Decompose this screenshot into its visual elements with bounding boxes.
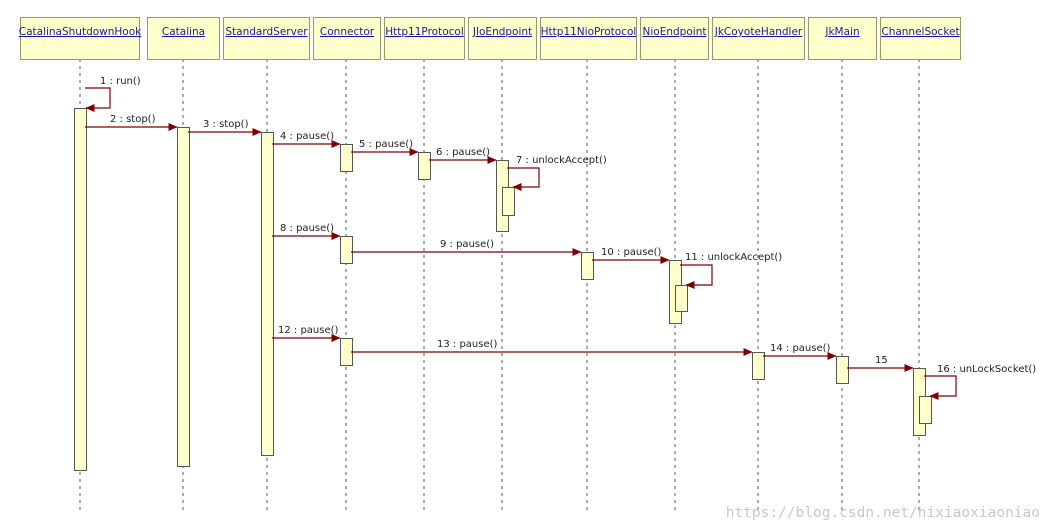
message-16: 16 : unLockSocket() <box>924 364 1036 400</box>
lifeline-box-nio <box>640 17 709 60</box>
message-label-7: 7 : unlockAccept() <box>516 155 607 166</box>
lifeline-box-jio <box>468 17 537 60</box>
activation-jio-6 <box>502 187 515 216</box>
activation-connector-7 <box>340 236 353 264</box>
message-12: 12 : pause() <box>272 325 341 342</box>
message-arrow-7 <box>507 167 540 191</box>
message-label-11: 11 : unlockAccept() <box>685 252 782 263</box>
message-arrow-16 <box>924 375 957 400</box>
message-8: 8 : pause() <box>272 223 341 240</box>
lifeline-box-http11 <box>384 17 465 60</box>
lifeline-box-catalina <box>147 17 220 60</box>
activation-channel-15 <box>919 396 932 424</box>
message-5: 5 : pause() <box>351 139 419 156</box>
message-11: 11 : unlockAccept() <box>680 252 782 289</box>
message-9: 9 : pause() <box>351 239 582 256</box>
lifeline-name-http11: Http11Protocol <box>385 26 463 38</box>
message-label-13: 13 : pause() <box>437 339 498 350</box>
activation-http11-4 <box>418 152 431 180</box>
activation-server-2 <box>261 132 274 456</box>
lifeline-name-connector: Connector <box>320 26 375 38</box>
message-4: 4 : pause() <box>272 131 341 148</box>
lifeline-box-connector <box>313 17 381 60</box>
message-7: 7 : unlockAccept() <box>507 155 607 191</box>
lifeline-name-jkmain: JkMain <box>824 26 859 38</box>
activation-catalina-1 <box>177 127 190 467</box>
message-label-3: 3 : stop() <box>203 119 249 130</box>
message-label-8: 8 : pause() <box>280 223 334 234</box>
message-label-10: 10 : pause() <box>601 247 662 258</box>
message-1: 1 : run() <box>85 76 141 112</box>
message-2: 2 : stop() <box>85 114 178 131</box>
message-arrow-1 <box>85 87 111 112</box>
activation-jkmain-13 <box>836 356 849 384</box>
message-13: 13 : pause() <box>351 339 753 356</box>
lifeline-name-hook: CatalinaShutdownHook <box>19 26 142 38</box>
lifeline-box-server <box>223 17 310 60</box>
lifeline-box-jkcoyote <box>712 17 805 60</box>
activation-hook-0 <box>74 108 87 471</box>
activation-nio-10 <box>675 285 688 312</box>
message-label-15: 15 <box>875 355 888 366</box>
activation-http11nio-8 <box>581 252 594 280</box>
activation-connector-3 <box>340 144 353 172</box>
message-label-6: 6 : pause() <box>436 147 490 158</box>
lifeline-name-catalina: Catalina <box>162 26 205 38</box>
message-label-5: 5 : pause() <box>359 139 413 150</box>
message-label-2: 2 : stop() <box>110 114 156 125</box>
lifeline-name-channel: ChannelSocket <box>881 26 959 38</box>
lifeline-box-jkmain <box>808 17 877 60</box>
lifeline-name-jio: JIoEndpoint <box>472 26 532 38</box>
lifeline-name-jkcoyote: JkCoyoteHandler <box>714 26 803 38</box>
message-layer: 1 : run() 2 : stop() 3 : stop() 4 : pause()… <box>85 76 1036 400</box>
message-label-9: 9 : pause() <box>440 239 494 250</box>
activation-connector-11 <box>340 338 353 366</box>
lifeline-name-server: StandardServer <box>225 26 308 38</box>
message-label-1: 1 : run() <box>100 76 141 87</box>
watermark-text: https://blog.csdn.net/hixiaoxiaoniao <box>726 505 1040 521</box>
message-3: 3 : stop() <box>188 119 262 136</box>
lifeline-name-http11nio: Http11NioProtocol <box>541 26 637 38</box>
lifeline-box-channel <box>880 17 961 60</box>
message-label-14: 14 : pause() <box>770 343 831 354</box>
message-15: 15 <box>847 355 914 372</box>
message-label-4: 4 : pause() <box>280 131 334 142</box>
lifeline-box-http11nio <box>540 17 637 60</box>
activation-layer <box>74 108 932 471</box>
header-layer: CatalinaShutdownHook Catalina StandardServ… <box>19 17 961 60</box>
message-10: 10 : pause() <box>592 247 670 264</box>
lifeline-box-hook <box>20 17 140 60</box>
message-14: 14 : pause() <box>763 343 837 360</box>
message-6: 6 : pause() <box>429 147 497 164</box>
activation-jkcoyote-12 <box>752 352 765 380</box>
lifeline-name-nio: NioEndpoint <box>643 26 707 38</box>
message-arrow-11 <box>680 264 713 289</box>
message-label-12: 12 : pause() <box>278 325 339 336</box>
message-label-16: 16 : unLockSocket() <box>937 364 1036 375</box>
